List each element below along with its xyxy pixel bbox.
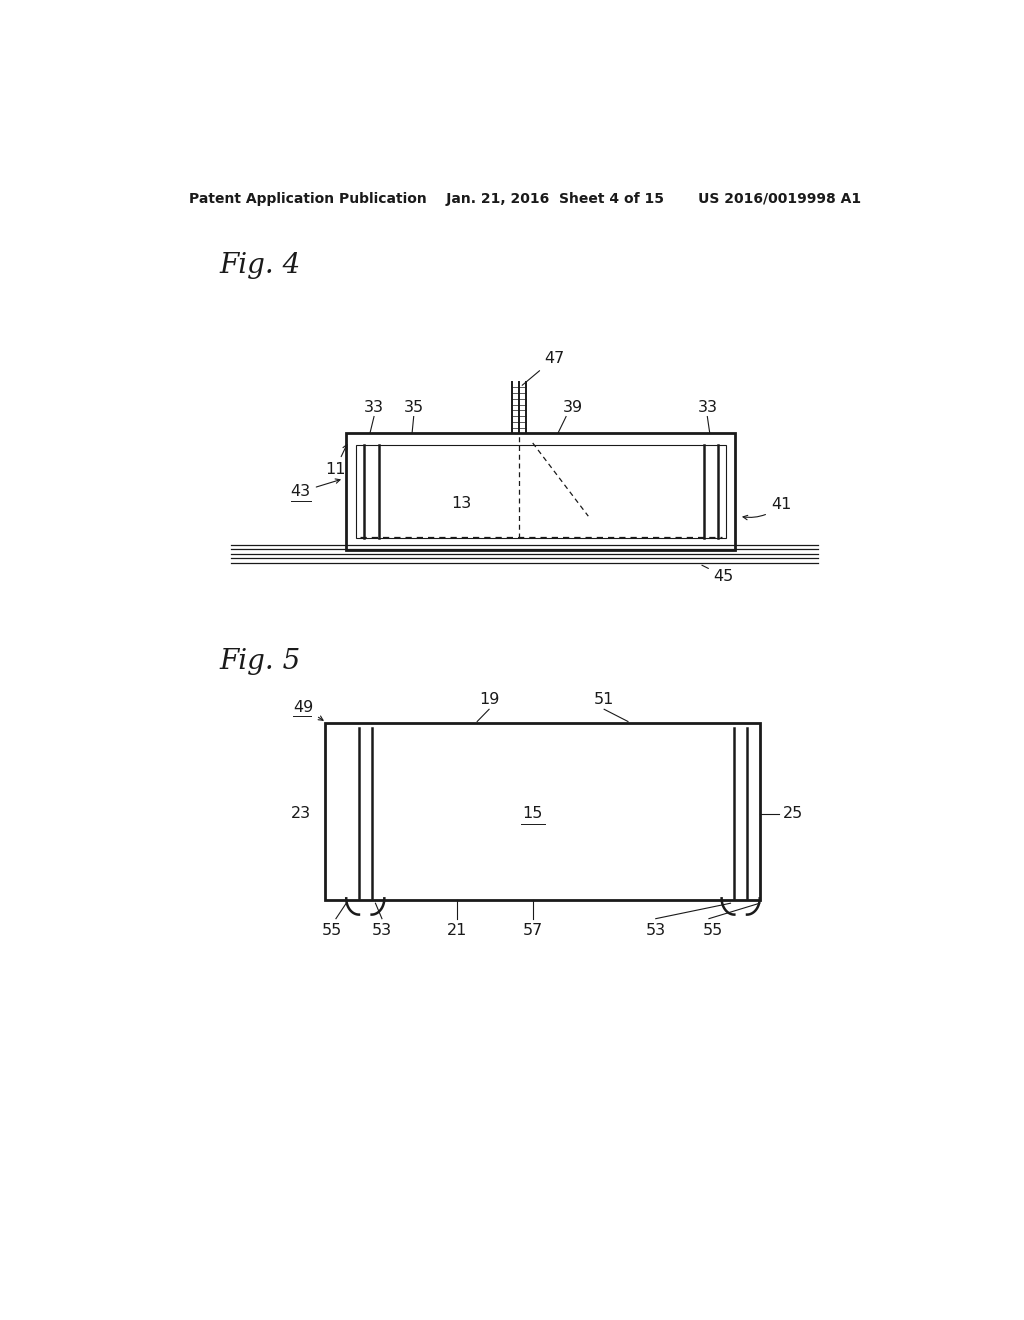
Text: 11: 11 xyxy=(325,445,347,477)
Text: 15: 15 xyxy=(522,807,543,821)
Text: 53: 53 xyxy=(646,923,666,937)
Text: 25: 25 xyxy=(782,807,803,821)
Text: 45: 45 xyxy=(701,565,734,583)
Text: 33: 33 xyxy=(697,400,718,414)
Text: 19: 19 xyxy=(479,692,500,708)
Bar xyxy=(346,433,735,549)
Text: 39: 39 xyxy=(562,400,583,414)
Bar xyxy=(355,445,726,537)
Text: Patent Application Publication    Jan. 21, 2016  Sheet 4 of 15       US 2016/001: Patent Application Publication Jan. 21, … xyxy=(188,191,861,206)
Text: 41: 41 xyxy=(743,498,792,520)
Text: 35: 35 xyxy=(403,400,424,414)
Text: 57: 57 xyxy=(522,923,543,937)
Text: 51: 51 xyxy=(594,692,614,708)
Text: 33: 33 xyxy=(364,400,384,414)
Text: 49: 49 xyxy=(293,700,323,721)
Text: Fig. 5: Fig. 5 xyxy=(219,648,300,675)
Text: 23: 23 xyxy=(291,807,310,821)
Text: 21: 21 xyxy=(447,923,468,937)
Text: 13: 13 xyxy=(452,496,471,511)
Text: 47: 47 xyxy=(522,351,564,385)
Text: 53: 53 xyxy=(372,923,392,937)
Text: 55: 55 xyxy=(322,923,342,937)
Bar xyxy=(325,722,760,900)
Text: Fig. 4: Fig. 4 xyxy=(219,252,300,279)
Text: 55: 55 xyxy=(702,923,723,937)
Text: 43: 43 xyxy=(291,479,340,499)
